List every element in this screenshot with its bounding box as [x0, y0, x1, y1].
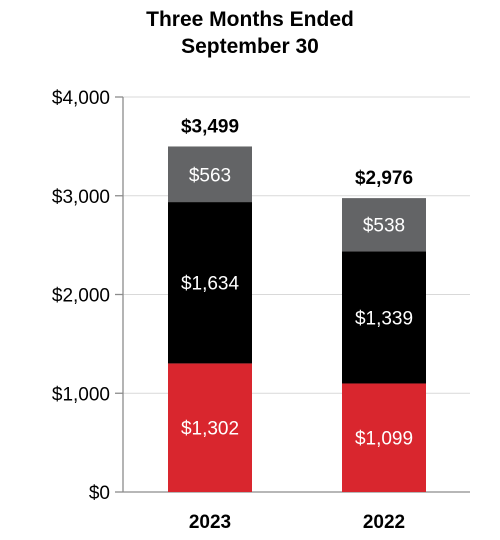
x-category-label: 2022 — [363, 512, 405, 533]
bar-segment-label: $1,099 — [355, 429, 413, 450]
bar-segment — [168, 202, 252, 364]
bar-segment-label: $1,339 — [355, 308, 413, 329]
bar-segment — [168, 146, 252, 203]
y-tick-label: $4,000 — [52, 88, 110, 109]
chart-title-line-2: September 30 — [181, 35, 319, 58]
bar-total-label: $2,976 — [355, 168, 413, 189]
bar-segment — [342, 251, 426, 384]
y-tick-label: $2,000 — [52, 286, 110, 307]
bar-segment — [342, 383, 426, 492]
bar-segment-label: $1,302 — [181, 419, 239, 440]
bar-segment-label: $538 — [363, 216, 405, 237]
x-category-label: 2023 — [189, 512, 231, 533]
bar-segment-label: $1,634 — [181, 274, 240, 295]
bar-segment — [168, 363, 252, 492]
y-tick-label: $0 — [89, 483, 110, 504]
chart-title-line-1: Three Months Ended — [146, 8, 354, 31]
bar-segment-label: $563 — [189, 165, 231, 186]
y-tick-label: $3,000 — [52, 187, 110, 208]
bar-total-label: $3,499 — [181, 116, 239, 137]
y-tick-label: $1,000 — [52, 384, 110, 405]
bar-segment — [342, 198, 426, 252]
